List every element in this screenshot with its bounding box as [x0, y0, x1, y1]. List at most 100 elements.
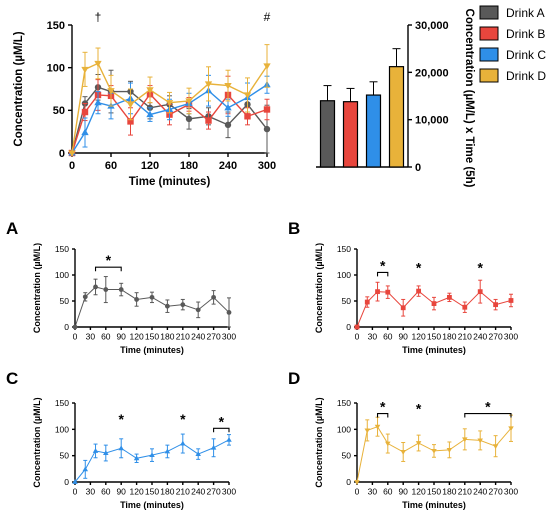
panel-c-y-tick-label: 50: [60, 451, 70, 461]
panel-a-data-point: [72, 324, 78, 330]
panel-b-significance-bracket: [376, 271, 389, 277]
panel-b-significance-star: *: [416, 259, 422, 275]
top-chart-x-tick-label: 0: [69, 160, 75, 172]
panel-b-x-tick-label: 0: [355, 332, 360, 342]
panel-c-y-tick-label: 0: [64, 477, 69, 487]
panel-b-x-tick-label: 240: [473, 332, 487, 342]
top-chart-data-point: [263, 63, 271, 70]
panel-c-x-tick-label: 240: [191, 487, 205, 497]
panel-d-x-tick-label: 0: [355, 487, 360, 497]
panel-b-y-tick-label: 150: [337, 244, 351, 254]
panel-b-y-axis-label: Concentration (µM/L): [314, 243, 324, 333]
panel-a-data-point: [82, 294, 88, 300]
top-chart-data-point: [94, 60, 102, 68]
panel-d-data-point: [400, 450, 406, 455]
panel-c-data-point: [103, 450, 109, 455]
top-chart-data-point: [185, 115, 193, 123]
auc-y-tick-label: 10,000: [415, 115, 449, 127]
panel-d-x-tick-label: 180: [442, 487, 456, 497]
panel-c-data-point: [195, 451, 201, 457]
panel-b-x-tick-label: 210: [458, 332, 472, 342]
panel-d-x-tick-label: 120: [412, 487, 426, 497]
top-chart-data-point: [204, 81, 213, 88]
panel-a-data-point: [118, 287, 124, 292]
panel-c-x-tick-label: 90: [116, 487, 126, 497]
top-chart-y-tick-label: 150: [47, 20, 65, 32]
panel-b-y-tick-label: 50: [342, 296, 352, 306]
panel-b-data-point: [385, 289, 391, 295]
panel-c-x-tick-label: 120: [130, 487, 144, 497]
panel-b-data-point: [477, 289, 483, 295]
panel-a-significance-bracket: [94, 266, 122, 272]
panel-a-x-tick-label: 120: [130, 332, 144, 342]
auc-y-tick-label: 0: [415, 162, 421, 174]
top-chart-x-tick-label: 300: [258, 160, 276, 172]
panel-a-y-tick-label: 0: [64, 322, 69, 332]
panel-b-x-tick-label: 120: [412, 332, 426, 342]
panel-c-y-axis-label: Concentration (µM/L): [32, 397, 42, 487]
panel-b-data-point: [447, 294, 452, 300]
top-chart-data-point: [146, 110, 154, 118]
panel-a-y-tick-label: 150: [55, 244, 69, 254]
legend-swatch: [479, 5, 499, 20]
panel-a-data-point: [195, 307, 201, 313]
auc-bar: [342, 101, 359, 168]
panel-c-data-point: [118, 445, 124, 451]
panel-d-data-point: [431, 449, 437, 454]
panel-c-significance-star: *: [219, 413, 225, 429]
panel-d-data-point: [354, 480, 360, 485]
top-chart-data-point: [224, 121, 232, 129]
panel-a-y-axis-label: Concentration (µM/L): [32, 243, 42, 333]
panel-b-data-point: [354, 324, 360, 330]
panel-b-panel-label: B: [288, 219, 300, 238]
panel-a-x-axis-label: Time (minutes): [120, 345, 184, 355]
panel-b-data-point: [493, 302, 498, 308]
panel-b-significance-star: *: [477, 259, 483, 275]
panel-d-data-point: [446, 447, 453, 453]
panel-c-data-point: [82, 466, 89, 472]
panel-a-data-point: [149, 294, 155, 300]
panel-a-panel-label: A: [6, 219, 18, 238]
top-chart-data-point: [81, 66, 89, 74]
top-chart-x-tick-label: 120: [141, 160, 159, 172]
panel-d-x-tick-label: 270: [489, 487, 503, 497]
panel-b-data-point: [400, 305, 406, 311]
panel-d-data-point: [508, 426, 514, 432]
panel-d-data-point: [364, 428, 371, 434]
panel-d-series-line-1: [356, 426, 512, 483]
panel-d-data-point: [462, 437, 468, 443]
top-chart-data-point: [165, 100, 174, 107]
panel-d-significance-star: *: [380, 399, 386, 415]
panel-a-x-tick-label: 150: [145, 332, 159, 342]
panel-c-data-point: [92, 448, 99, 453]
panel-b-x-tick-label: 270: [489, 332, 503, 342]
panel-c-data-point: [149, 452, 155, 458]
panel-d-x-tick-label: 60: [383, 487, 393, 497]
panel-d-panel-label: D: [288, 369, 300, 388]
top-chart-data-point: [81, 128, 89, 136]
panel-c-x-axis-label: Time (minutes): [120, 500, 184, 510]
panel-d-x-tick-label: 300: [504, 487, 518, 497]
panel-c-data-point: [72, 479, 78, 484]
panel-a-data-point: [165, 303, 170, 309]
top-chart-data-point: [146, 87, 154, 94]
top-chart-data-point: [263, 106, 271, 113]
auc-y-axis-label: Concentration (µM/L) x Time (5h): [463, 9, 475, 188]
panel-d-data-point: [374, 424, 381, 430]
panel-a-y-tick-label: 100: [55, 270, 69, 280]
panel-d-y-tick-label: 150: [337, 398, 351, 408]
top-chart-x-tick-label: 240: [219, 160, 237, 172]
panel-c-x-tick-label: 180: [160, 487, 174, 497]
panel-d-x-tick-label: 150: [427, 487, 441, 497]
panel-a-x-tick-label: 30: [86, 332, 96, 342]
panel-b-x-tick-label: 150: [427, 332, 441, 342]
panel-c-x-tick-label: 0: [73, 487, 78, 497]
panel-a-x-tick-label: 90: [116, 332, 126, 342]
panel-c-y-tick-label: 150: [55, 398, 69, 408]
panel-a-x-tick-label: 240: [191, 332, 205, 342]
panel-d-x-tick-label: 90: [398, 487, 408, 497]
panel-a-x-tick-label: 210: [176, 332, 190, 342]
top-chart-y-tick-label: 50: [53, 105, 65, 117]
panel-d-significance-star: *: [416, 401, 422, 417]
panel-a-data-point: [180, 302, 186, 308]
